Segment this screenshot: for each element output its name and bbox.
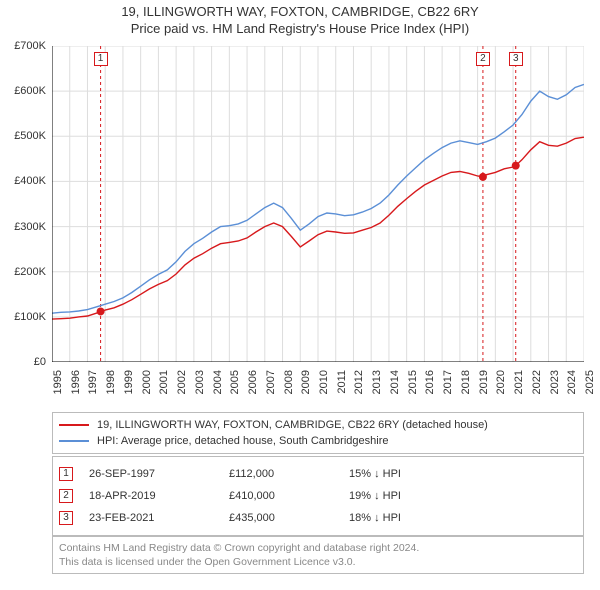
legend-label: HPI: Average price, detached house, Sout… (97, 435, 388, 447)
x-tick-label: 2015 (407, 370, 419, 394)
x-tick-label: 2017 (442, 370, 454, 394)
transaction-marker: 2 (59, 489, 73, 503)
y-tick-label: £400K (14, 175, 46, 187)
footer-line1: Contains HM Land Registry data © Crown c… (59, 541, 577, 555)
footer-line2: This data is licensed under the Open Gov… (59, 555, 577, 569)
x-tick-label: 2007 (265, 370, 277, 394)
x-tick-label: 2018 (460, 370, 472, 394)
chart-svg (52, 46, 584, 362)
legend-item: 19, ILLINGWORTH WAY, FOXTON, CAMBRIDGE, … (59, 417, 577, 433)
title-address: 19, ILLINGWORTH WAY, FOXTON, CAMBRIDGE, … (0, 4, 600, 19)
y-tick-label: £600K (14, 85, 46, 97)
x-tick-label: 2019 (478, 370, 490, 394)
table-row: 3 23-FEB-2021£435,00018% ↓ HPI (59, 507, 577, 529)
transaction-price: £435,000 (229, 512, 349, 524)
x-tick-label: 2006 (247, 370, 259, 394)
transaction-marker: 2 (476, 52, 490, 66)
transaction-marker: 3 (509, 52, 523, 66)
y-tick-label: £500K (14, 130, 46, 142)
footer: Contains HM Land Registry data © Crown c… (52, 536, 584, 574)
table-row: 2 18-APR-2019£410,00019% ↓ HPI (59, 485, 577, 507)
x-tick-label: 2010 (318, 370, 330, 394)
transaction-diff: 19% ↓ HPI (349, 490, 489, 502)
transaction-marker: 3 (59, 511, 73, 525)
transaction-date: 26-SEP-1997 (89, 468, 229, 480)
x-tick-label: 2001 (158, 370, 170, 394)
y-tick-label: £200K (14, 266, 46, 278)
x-tick-label: 2014 (389, 370, 401, 394)
x-tick-label: 2011 (336, 370, 348, 394)
transaction-marker: 1 (94, 52, 108, 66)
y-tick-label: £300K (14, 221, 46, 233)
x-tick-label: 2012 (353, 370, 365, 394)
legend-item: HPI: Average price, detached house, Sout… (59, 433, 577, 449)
x-tick-label: 2016 (424, 370, 436, 394)
x-tick-label: 2003 (194, 370, 206, 394)
y-axis-labels: £0£100K£200K£300K£400K£500K£600K£700K (0, 46, 50, 362)
transaction-marker: 1 (59, 467, 73, 481)
transaction-price: £112,000 (229, 468, 349, 480)
x-tick-label: 1999 (123, 370, 135, 394)
table-row: 1 26-SEP-1997£112,00015% ↓ HPI (59, 463, 577, 485)
title-subtitle: Price paid vs. HM Land Registry's House … (0, 21, 600, 36)
x-tick-label: 1997 (87, 370, 99, 394)
y-tick-label: £100K (14, 311, 46, 323)
x-tick-label: 2002 (176, 370, 188, 394)
x-tick-label: 2022 (531, 370, 543, 394)
titles: 19, ILLINGWORTH WAY, FOXTON, CAMBRIDGE, … (0, 0, 600, 36)
x-tick-label: 2009 (300, 370, 312, 394)
legend-label: 19, ILLINGWORTH WAY, FOXTON, CAMBRIDGE, … (97, 419, 488, 431)
x-tick-label: 1995 (52, 370, 64, 394)
legend-swatch (59, 424, 89, 426)
y-tick-label: £0 (34, 356, 46, 368)
x-tick-label: 2020 (495, 370, 507, 394)
x-tick-label: 2025 (584, 370, 596, 394)
transaction-diff: 15% ↓ HPI (349, 468, 489, 480)
x-tick-label: 2004 (212, 370, 224, 394)
y-tick-label: £700K (14, 40, 46, 52)
x-tick-label: 2024 (566, 370, 578, 394)
chart-plot-area: 1 2 3 (52, 46, 584, 362)
x-tick-label: 2021 (513, 370, 525, 394)
x-tick-label: 1996 (70, 370, 82, 394)
x-tick-label: 2023 (549, 370, 561, 394)
x-tick-label: 2005 (229, 370, 241, 394)
transaction-date: 23-FEB-2021 (89, 512, 229, 524)
transaction-price: £410,000 (229, 490, 349, 502)
x-tick-label: 2008 (283, 370, 295, 394)
x-tick-label: 2000 (141, 370, 153, 394)
transaction-date: 18-APR-2019 (89, 490, 229, 502)
transaction-diff: 18% ↓ HPI (349, 512, 489, 524)
x-tick-label: 1998 (105, 370, 117, 394)
legend: 19, ILLINGWORTH WAY, FOXTON, CAMBRIDGE, … (52, 412, 584, 454)
x-tick-label: 2013 (371, 370, 383, 394)
transactions-table: 1 26-SEP-1997£112,00015% ↓ HPI 2 18-APR-201… (52, 456, 584, 536)
legend-swatch (59, 440, 89, 442)
chart-container: 19, ILLINGWORTH WAY, FOXTON, CAMBRIDGE, … (0, 0, 600, 590)
